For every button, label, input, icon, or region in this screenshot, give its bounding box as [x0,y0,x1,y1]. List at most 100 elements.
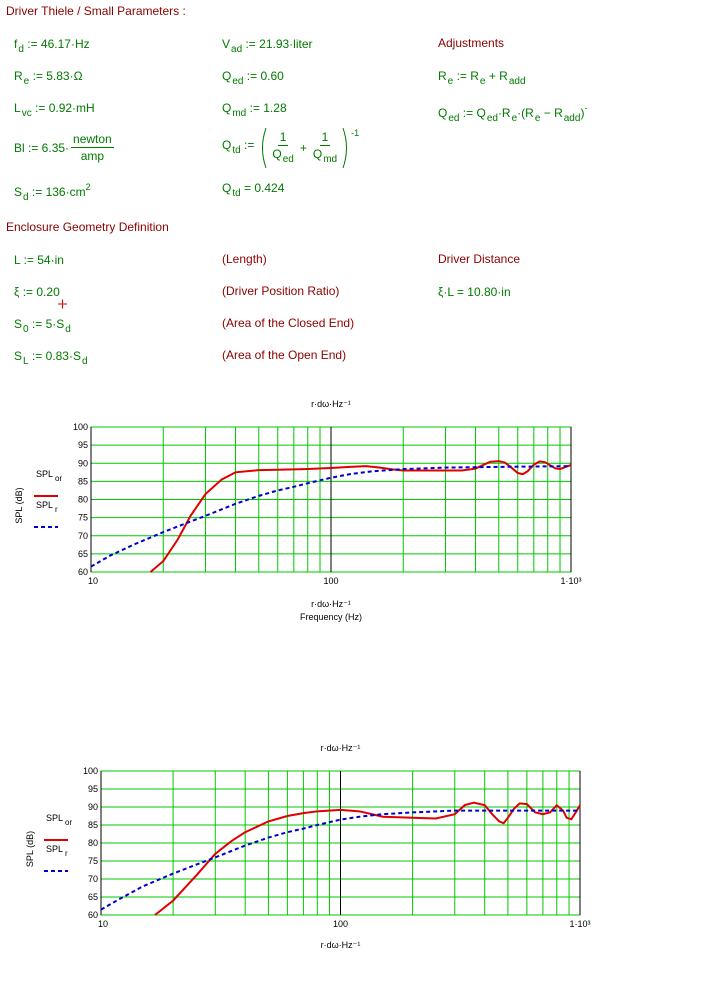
y-tick-label: 80 [78,495,88,505]
x-axis-label: r·dω·Hz⁻¹ [321,940,361,950]
cursor-cross [58,299,67,309]
y-tick-label: 90 [88,802,98,812]
legend-label: SPL or [36,469,62,483]
subscript: add [563,113,581,124]
equation: L := 54·in [14,253,64,267]
supscript: - [584,103,588,113]
subscript: md [232,108,247,119]
equation-text: := 0.60 [243,69,284,83]
x-tick-label: 10 [98,919,108,929]
y-tick-label: 65 [88,892,98,902]
equation: fd := 46.17·Hz [14,37,90,57]
equation: ξ := 0.20 [14,285,60,299]
equation-text: := 1.28 [246,101,287,115]
equation: Sd := 136·cm2 [14,180,91,205]
legend-sub: r [65,849,68,858]
equation-text: := 136·cm [28,185,86,199]
subscript: td [232,145,241,156]
subscript: d [23,192,29,203]
equation-text: ξ·L = 10.80·in [438,285,511,299]
equation-text: Q [272,146,282,161]
equation-text: := 0.92·mH [31,101,95,115]
equation-text: V [222,37,231,51]
y-tick-label: 95 [78,440,88,450]
equation: Qed := Qed·Re·(Re − Radd)- [438,101,587,126]
label: Adjustments [438,36,505,50]
paren [262,127,267,169]
subscript: ed [232,76,244,87]
equation-text: Q [222,138,232,152]
equation-text: := Q [459,106,486,120]
subscript: d [81,356,88,367]
equation-text: := R [453,69,479,83]
equation-text: − R [540,106,563,120]
chart-title: r·dω·Hz⁻¹ [311,399,351,409]
y-tick-label: 60 [88,910,98,920]
y-tick-label: 95 [88,784,98,794]
y-tick-label: 85 [88,820,98,830]
equation: Qtd := 1 Qed + 1 Qmd -1 [222,126,359,170]
y-tick-label: 60 [78,567,88,577]
label: Driver Distance [438,252,521,266]
supscript: 2 [85,182,91,192]
y-tick-label: 75 [88,856,98,866]
denominator: Qmd [311,146,339,167]
subscript: ed [448,113,460,124]
equation-text: ·R [497,106,511,120]
paren [342,127,348,169]
equation-text: Q [312,146,323,161]
chart-title: r·dω·Hz⁻¹ [321,743,361,753]
equation: SL := 0.83·Sd [14,349,88,369]
legend-label: SPL r [46,844,68,858]
subscript: 0 [23,324,29,335]
y-tick-label: 70 [88,874,98,884]
subscript: e [447,76,454,87]
numerator: 1 [277,129,289,146]
subscript: md [323,153,338,165]
equation-text: := [240,138,255,152]
equation: ξ·L = 10.80·in [438,285,511,299]
subscript: ed [282,153,294,165]
subscript: e [479,76,486,87]
subscript: td [232,188,241,199]
equation-text: Q [222,101,232,115]
note: (Length) [222,252,267,266]
note: (Area of the Closed End) [222,316,355,330]
x-tick-label: 100 [323,576,338,586]
series-line [154,801,581,916]
legend-sub: or [55,474,62,483]
y-tick-label: 85 [78,476,88,486]
legend-name: SPL [46,844,63,854]
y-tick-label: 75 [78,513,88,523]
equation: Qtd = 0.424 [222,181,284,201]
subscript: ad [231,44,243,55]
subscript: add [508,76,526,87]
legend-name: SPL [46,813,63,823]
legend-label: SPL or [46,813,72,827]
x-axis-title: Frequency (Hz) [300,612,362,622]
equation: S0 := 5·Sd [14,317,71,337]
y-axis-label: SPL (dB) [14,487,24,523]
fraction: 1 Qmd [311,130,339,167]
subscript: vc [21,108,32,119]
denominator: Qed [270,146,295,167]
subscript: d [65,324,71,335]
subscript: e [534,113,541,124]
equation-text: := 5.83·Ω [29,69,83,83]
equation-text: R [438,69,447,83]
equation: Lvc := 0.92·mH [14,101,95,121]
note: (Area of the Open End) [222,348,347,362]
equation: Vad := 21.93·liter [222,37,313,57]
exponent: -1 [351,128,360,138]
equation-text: Bl := 6.35· [14,140,70,155]
x-tick-label: 1·10³ [560,576,581,586]
equation-text: + R [485,69,508,83]
equation-text: := 21.93·liter [242,37,313,51]
x-axis-label: r·dω·Hz⁻¹ [311,599,351,609]
y-axis-label: SPL (dB) [25,831,35,867]
equation-text: := 5·S [28,317,65,331]
equation-text: S [14,349,23,363]
equation-text: = 0.424 [240,181,285,195]
